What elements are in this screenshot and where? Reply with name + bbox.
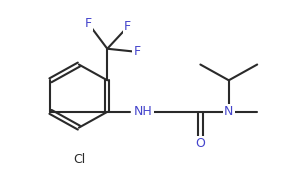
Text: O: O — [195, 137, 205, 150]
Text: NH: NH — [134, 105, 153, 118]
Text: F: F — [124, 20, 131, 33]
Text: F: F — [85, 17, 92, 30]
Text: F: F — [134, 45, 141, 58]
Text: Cl: Cl — [73, 153, 85, 166]
Text: N: N — [224, 105, 233, 118]
